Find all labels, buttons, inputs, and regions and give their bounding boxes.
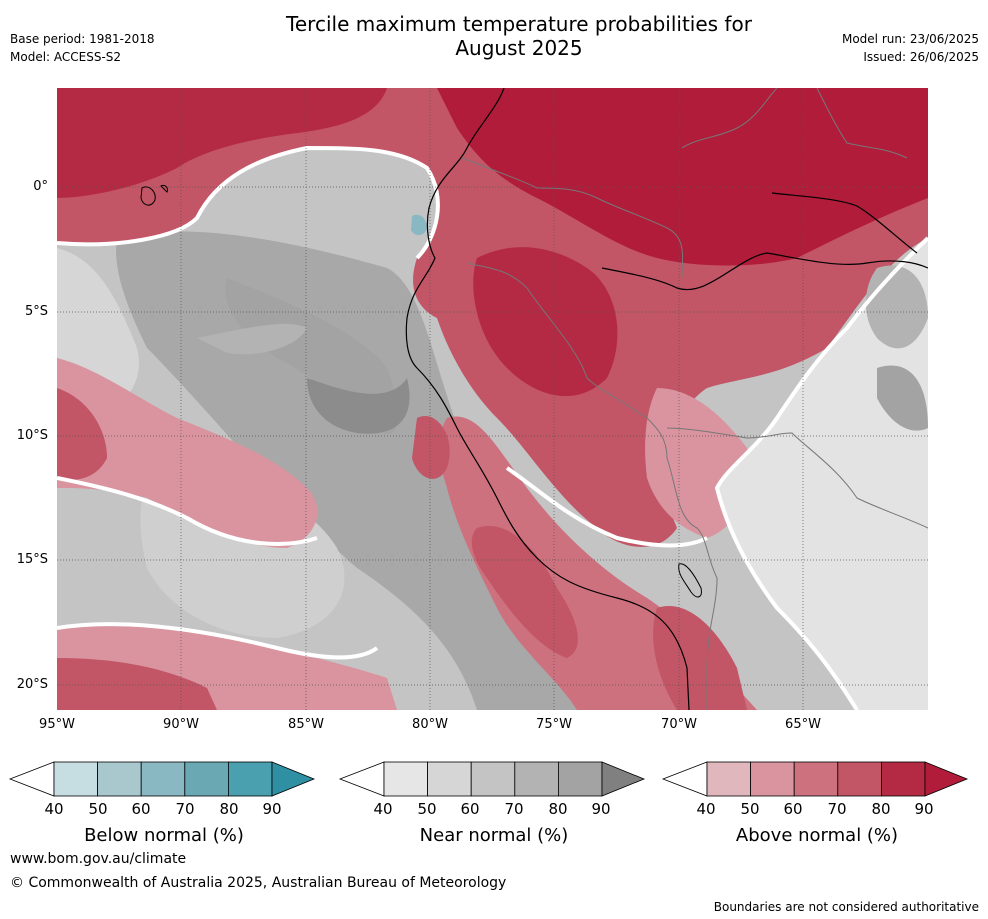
lat-label-15s: 15°S — [16, 552, 48, 567]
lon-label-65w: 65°W — [785, 717, 821, 732]
title-line-1: Tercile maximum temperature probabilitie… — [286, 12, 752, 36]
lon-label-95w: 95°W — [39, 717, 75, 732]
colorbar-below — [8, 761, 316, 797]
above-colorbar-segment — [793, 761, 839, 797]
below-tick-80: 80 — [219, 800, 239, 818]
lat-label-5s: 5°S — [24, 304, 48, 319]
boundary-line-north — [57, 145, 440, 260]
near-colorbar-extend-high — [601, 761, 646, 797]
near-tick-60: 60 — [460, 800, 480, 818]
near-normal-core — [307, 378, 410, 434]
below-colorbar-segment — [140, 761, 186, 797]
above-colorbar-segment — [750, 761, 795, 797]
near-colorbar-segment — [514, 761, 559, 797]
boundaries-disclaimer: Boundaries are not considered authoritat… — [713, 900, 979, 914]
near-normal-patch-east-2 — [877, 365, 928, 431]
near-tick-80: 80 — [548, 800, 568, 818]
near-colorbar-extend-low — [338, 761, 385, 797]
boundary-line-southeast — [714, 236, 928, 710]
below-colorbar-extend-low — [8, 761, 55, 797]
near-colorbar-segment — [427, 761, 472, 797]
river-north — [771, 192, 918, 254]
below-colorbar-extend-high — [271, 761, 316, 797]
near-normal-region-southeast — [717, 238, 928, 710]
lon-label-80w: 80°W — [412, 717, 448, 732]
model-text: Model: ACCESS-S2 — [10, 50, 122, 64]
above-colorbar-extend-high — [924, 761, 969, 797]
galapagos-island-small — [160, 185, 168, 193]
near-colorbar-segment — [470, 761, 516, 797]
above-normal-core-south — [57, 658, 217, 710]
near-tick-90: 90 — [591, 800, 611, 818]
below-tick-40: 40 — [44, 800, 64, 818]
graticule — [57, 88, 928, 710]
near-tick-50: 50 — [417, 800, 437, 818]
title-line-2: August 2025 — [455, 36, 583, 60]
near-colorbar-segment — [557, 761, 603, 797]
boundary-line-peru — [505, 466, 708, 548]
below-tick-90: 90 — [262, 800, 282, 818]
lat-label-20s: 20°S — [16, 677, 48, 692]
above-normal-core-andes — [473, 247, 618, 397]
near-normal-band-70 — [197, 323, 307, 355]
below-normal-patch — [411, 214, 427, 236]
below-tick-70: 70 — [175, 800, 195, 818]
above-tick-60: 60 — [783, 800, 803, 818]
galapagos-islands — [140, 186, 156, 206]
coastline — [405, 88, 690, 710]
above-tick-80: 80 — [871, 800, 891, 818]
lake-titicaca — [678, 563, 702, 598]
colorbar-above — [661, 761, 969, 797]
colorbar-near — [338, 761, 646, 797]
above-normal-label: Above normal (%) — [735, 825, 899, 846]
below-tick-50: 50 — [88, 800, 108, 818]
below-colorbar-segment — [184, 761, 229, 797]
above-tick-50: 50 — [740, 800, 760, 818]
near-normal-label: Near normal (%) — [419, 825, 569, 846]
lon-label-90w: 90°W — [163, 717, 199, 732]
above-normal-core-north — [57, 88, 928, 266]
below-colorbar-segment — [97, 761, 142, 797]
amazon-river — [601, 252, 928, 291]
below-colorbar-segment — [53, 761, 98, 797]
above-normal-core-south-coast — [471, 526, 578, 658]
near-colorbar-segment — [383, 761, 428, 797]
boundary-line-southwest — [57, 476, 318, 546]
above-normal-core-southwest — [57, 388, 107, 480]
near-tick-70: 70 — [504, 800, 524, 818]
base-period-text: Base period: 1981-2018 — [10, 32, 155, 46]
near-tick-40: 40 — [373, 800, 393, 818]
above-colorbar-segment — [706, 761, 751, 797]
below-normal-label: Below normal (%) — [84, 825, 244, 846]
above-colorbar-segment — [880, 761, 926, 797]
lon-label-70w: 70°W — [661, 717, 697, 732]
above-normal-core-south-coast-2 — [412, 416, 450, 479]
above-tick-90: 90 — [914, 800, 934, 818]
above-normal-core-southeast — [653, 606, 747, 710]
lat-label-10s: 10°S — [16, 428, 48, 443]
website-url: www.bom.gov.au/climate — [10, 851, 187, 867]
lat-label-0: 0° — [33, 179, 48, 194]
above-colorbar-segment — [837, 761, 882, 797]
copyright-text: © Commonwealth of Australia 2025, Austra… — [10, 875, 507, 891]
national-boundaries — [461, 88, 928, 710]
below-colorbar-segment — [227, 761, 273, 797]
below-tick-60: 60 — [131, 800, 151, 818]
above-normal-region-southwest — [57, 358, 318, 548]
above-normal-core-northwest — [57, 88, 387, 198]
boundary-line-south — [57, 622, 379, 660]
issued-text: Issued: 26/06/2025 — [863, 50, 979, 64]
above-tick-70: 70 — [827, 800, 847, 818]
above-tick-40: 40 — [696, 800, 716, 818]
lon-label-75w: 75°W — [536, 717, 572, 732]
probability-map — [57, 88, 928, 710]
lon-label-85w: 85°W — [288, 717, 324, 732]
above-colorbar-extend-low — [661, 761, 708, 797]
model-run-text: Model run: 23/06/2025 — [841, 32, 979, 46]
page-title: Tercile maximum temperature probabilitie… — [0, 12, 988, 60]
